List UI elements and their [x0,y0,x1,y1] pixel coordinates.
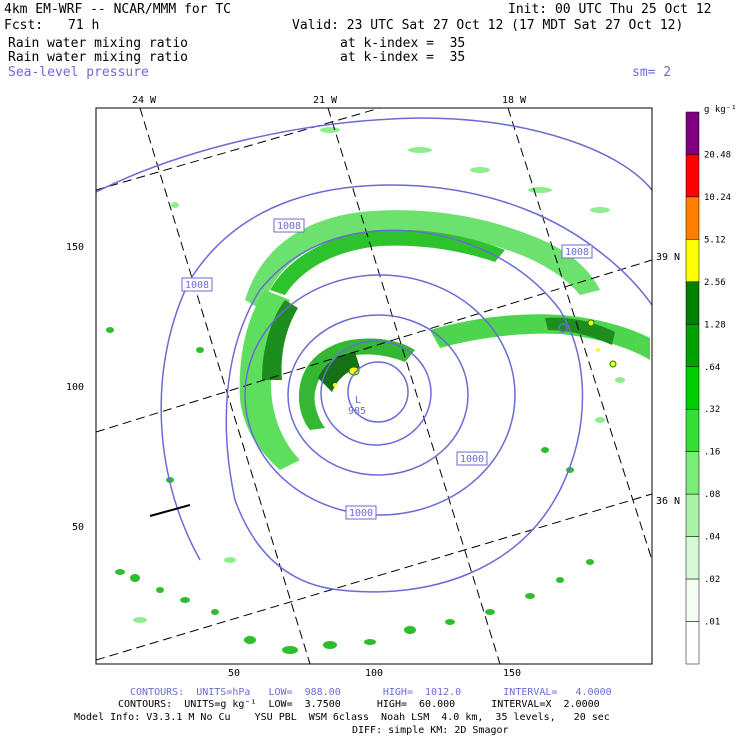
lon-label-24w: 24 W [132,95,157,106]
contours-rain: CONTOURS: UNITS=g kg⁻¹ LOW= 3.7500 HIGH=… [118,699,600,710]
colorbar-swatch [685,621,700,665]
colorbar-level-label: .08 [704,490,720,500]
rain-core-yellow-3 [609,360,617,368]
rain-core-yellow-4 [333,383,337,387]
colorbar-level-label: .02 [704,575,720,585]
rain-eyewall [298,338,415,430]
map-plot-area [96,108,652,664]
isobars [96,117,652,593]
colorbar-swatch [685,239,700,283]
lon-label-21w: 21 W [313,95,338,106]
y-tick-100: 100 [66,382,85,393]
isobar-label-1000-a: 1000 [460,454,484,465]
rain-eyewall-core [318,352,360,392]
colorbar-swatch [685,408,700,452]
colorbar-swatch [685,493,700,537]
x-tick-50: 50 [228,668,241,679]
smoothing-label: sm= 2 [632,65,672,80]
rain-cells-south [106,327,594,654]
x-tick-150: 150 [503,668,522,679]
x-tick-100: 100 [365,668,384,679]
forecast-label: Fcst: [4,18,44,33]
colorbar-swatch [685,578,700,622]
colorbar-swatch [685,196,700,240]
colorbar-level-label: 2.56 [704,278,726,288]
colorbar-units: g kg⁻¹ [704,105,737,115]
colorbar-level-label: 5.12 [704,235,726,245]
isobar-1008 [160,184,652,561]
colorbar-level-label: .32 [704,405,720,415]
field-3-name: Sea-level pressure [8,65,149,80]
colorbar-level-label: 1.28 [704,320,726,330]
isobar-992 [320,340,432,446]
colorbar-swatch [685,324,700,368]
isobar-1004 [225,229,584,593]
colorbar-level-label: .04 [704,533,720,543]
colorbar-swatch [685,366,700,410]
colorbar [685,111,700,665]
model-info: Model Info: V3.3.1 M No Cu YSU PBL WSM 6… [74,712,610,723]
colorbar-swatch [685,154,700,198]
wind-barb [149,504,191,517]
lon-label-18w: 18 W [502,95,527,106]
rain-core-yellow-2 [587,319,595,327]
colorbar-swatch [685,536,700,580]
diff-info: DIFF: simple KM: 2D Smagor [352,725,509,736]
isobar-1000 [244,274,516,516]
model-title: 4km EM-WRF -- NCAR/MMM for TC [4,2,231,17]
field-2-name: Rain water mixing ratio [8,50,189,65]
isobar-outer [96,117,652,193]
low-center-letter: L [355,395,361,406]
colorbar-swatch [685,281,700,325]
isobar-label-1008-c: 1008 [565,247,589,258]
rain-band-east [430,314,650,360]
colorbar-labels: 20.48 10.24 5.12 2.56 1.28 .64 .32 .16 .08 .04 .02… [704,150,731,627]
rain-band-west-core [262,300,298,380]
rain-cells-light [133,127,625,623]
colorbar-level-label: .01 [704,618,720,628]
lat-label-36n: 36 N [656,496,681,507]
lat-label-39n: 39 N [656,252,681,263]
colorbar-swatch [685,111,700,155]
rain-core-yellow-5 [596,348,600,352]
y-tick-50: 50 [72,522,85,533]
graticule [96,108,652,664]
rain-field [106,127,650,654]
isobar-996 [287,314,469,476]
field-1-level: at k-index = 35 [340,36,466,51]
rain-band-north-core [270,229,505,295]
isobar-label-1008-b: 1008 [185,280,209,291]
colorbar-level-label: .64 [704,363,720,373]
low-center-pressure: 985 [348,406,366,417]
isobar-small-cell [558,323,568,333]
colorbar-level-label: 20.48 [704,150,731,160]
isobar-988 [347,361,409,423]
colorbar-level-label: 10.24 [704,193,731,203]
field-1-name: Rain water mixing ratio [8,36,189,51]
y-tick-150: 150 [66,242,85,253]
isobar-label-1000-b: 1000 [349,508,373,519]
rain-band-north [245,210,600,310]
isobar-label-1008-a: 1008 [277,221,301,232]
forecast-hour: 71 h [68,18,100,33]
contours-pressure: CONTOURS: UNITS=hPa LOW= 988.00 HIGH= 10… [130,687,612,698]
colorbar-level-label: .16 [704,448,720,458]
isobar-labels: 1008 1008 1008 1000 1000 L 985 [181,218,593,520]
colorbar-swatch [685,451,700,495]
field-2-level: at k-index = 35 [340,50,466,65]
init-time: Init: 00 UTC Thu 25 Oct 12 [508,2,712,17]
plot-frame [95,107,653,665]
valid-time: Valid: 23 UTC Sat 27 Oct 12 (17 MDT Sat … [292,18,684,33]
